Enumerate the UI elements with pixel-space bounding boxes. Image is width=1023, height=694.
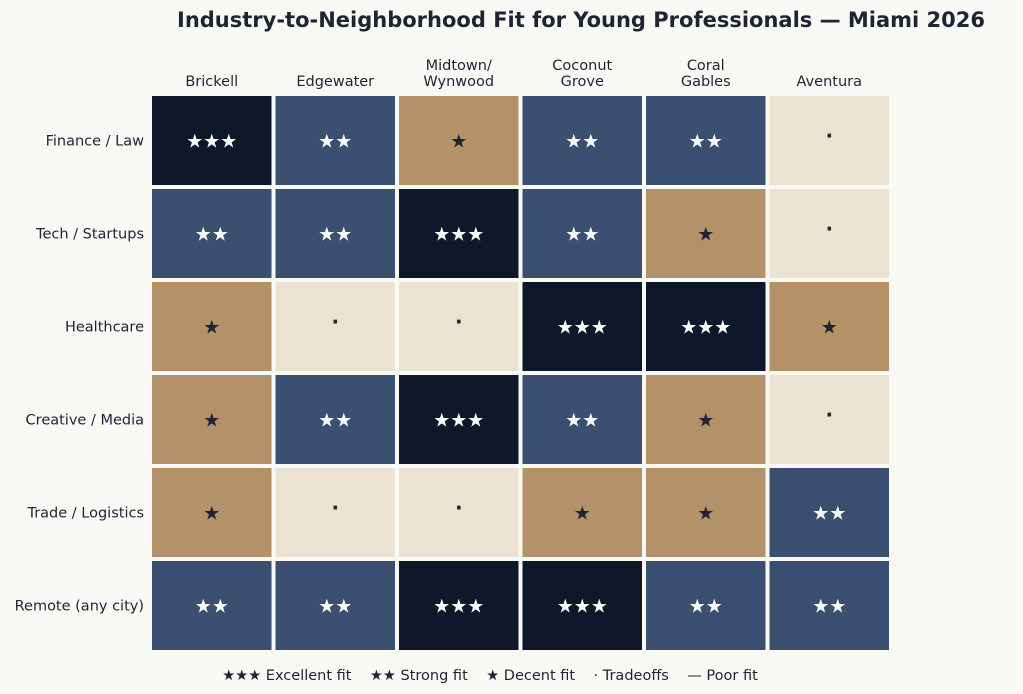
column-label: Edgewater	[296, 74, 374, 90]
heatmap-cell	[646, 561, 766, 650]
heatmap-cell	[646, 189, 766, 278]
heatmap-cell	[152, 375, 272, 464]
cell-symbol: ★★	[812, 596, 846, 618]
cell-symbol: ★★★	[433, 596, 484, 618]
heatmap-cell	[399, 468, 519, 557]
cell-symbol: ★★★	[433, 224, 484, 246]
cell-symbol: ★★	[812, 503, 846, 525]
heatmap-cell	[275, 468, 395, 557]
heatmap-cell	[152, 468, 272, 557]
cell-symbol: ★	[697, 410, 714, 432]
cell-symbol: ★★	[318, 131, 352, 153]
cell-symbol: ★★	[689, 596, 723, 618]
row-label: Healthcare	[65, 320, 144, 336]
heatmap-cell	[152, 561, 272, 650]
heatmap-cell	[769, 468, 889, 557]
column-label: Gables	[681, 74, 731, 90]
cell-symbol: ★★	[318, 410, 352, 432]
heatmap-cell	[152, 96, 272, 185]
heatmap-cell	[399, 96, 519, 185]
heatmap-cell	[522, 468, 642, 557]
legend-item: · Tradeoffs	[575, 668, 669, 684]
cell-symbol: ★★★	[557, 317, 608, 339]
cell-symbol: ★★★	[433, 410, 484, 432]
heatmap-cell	[769, 561, 889, 650]
heatmap-cell	[152, 189, 272, 278]
row-label: Tech / Startups	[35, 227, 144, 243]
cell-symbol: ·	[331, 310, 339, 334]
cell-symbol: ·	[455, 496, 463, 520]
cell-symbol: ·	[455, 310, 463, 334]
column-label: Midtown/	[426, 58, 492, 74]
column-labels: Brickell EdgewaterMidtown/WynwoodCoconutG…	[185, 58, 862, 90]
legend: ★★★ Excellent fit ★★ Strong fit ★ Decent…	[222, 668, 758, 684]
cell-symbol: ·	[825, 124, 833, 148]
column-label: Coral	[687, 58, 725, 74]
legend-items: ★★★ Excellent fit ★★ Strong fit ★ Decent…	[222, 668, 758, 684]
heatmap-cell	[399, 375, 519, 464]
row-label: Trade / Logistics	[26, 506, 144, 522]
column-label: Brickell	[185, 74, 238, 90]
heatmap-cell	[522, 375, 642, 464]
cell-symbol: ★★	[565, 131, 599, 153]
heatmap-cell	[522, 282, 642, 371]
cell-symbol: ★★	[565, 410, 599, 432]
heatmap-cell	[399, 189, 519, 278]
legend-item: — Poor fit	[669, 668, 758, 684]
column-label: Aventura	[797, 74, 862, 90]
row-labels: Finance / Law Tech / Startups Healthcare Cr…	[15, 134, 145, 615]
row-label: Finance / Law	[46, 134, 145, 150]
heatmap-cell	[275, 375, 395, 464]
cell-symbol: ★	[203, 317, 220, 339]
row-label: Creative / Media	[26, 413, 144, 429]
heatmap-cell	[275, 561, 395, 650]
cell-symbol: ★★	[318, 224, 352, 246]
column-label: Wynwood	[423, 74, 494, 90]
cell-symbol: ★★	[689, 131, 723, 153]
heatmap-cell	[522, 96, 642, 185]
cell-symbol: ★	[203, 503, 220, 525]
column-label: Coconut	[552, 58, 612, 74]
cell-symbol: ★	[697, 224, 714, 246]
heatmap-cell	[769, 189, 889, 278]
cell-symbol: ★★★	[680, 317, 731, 339]
cell-symbol: ★★	[195, 596, 229, 618]
cell-symbol: ·	[825, 217, 833, 241]
heatmap-cells: ★★★ ★★ ★ ★★ ★★ ·★★ ★★ ★★★ ★★ ★ ·★ · · ★★★ ★★★ ★★ ★★ ★★★ ★★…	[152, 96, 889, 650]
cell-symbol: ★★	[195, 224, 229, 246]
cell-symbol: ★★★	[186, 131, 237, 153]
heatmap-cell	[646, 282, 766, 371]
heatmap-cell	[399, 561, 519, 650]
heatmap-cell	[522, 189, 642, 278]
cell-symbol: ★★★	[557, 596, 608, 618]
legend-item: ★ Decent fit	[468, 668, 576, 684]
heatmap-cell	[646, 375, 766, 464]
chart-title: Industry-to-Neighborhood Fit for Young P…	[177, 8, 985, 32]
cell-symbol: ★	[450, 131, 467, 153]
heatmap-cell	[275, 282, 395, 371]
heatmap-cell	[275, 189, 395, 278]
cell-symbol: ★	[574, 503, 591, 525]
heatmap-cell	[769, 375, 889, 464]
cell-symbol: ★	[821, 317, 838, 339]
cell-symbol: ★	[697, 503, 714, 525]
legend-item: ★★★ Excellent fit	[222, 668, 352, 684]
heatmap-cell	[275, 96, 395, 185]
legend-item: ★★ Strong fit	[351, 668, 468, 684]
heatmap-cell	[522, 561, 642, 650]
column-label: Grove	[561, 74, 604, 90]
cell-symbol: ·	[825, 403, 833, 427]
row-label: Remote (any city)	[15, 599, 144, 615]
heatmap-cell	[769, 96, 889, 185]
heatmap-cell	[399, 282, 519, 371]
cell-symbol: ★	[203, 410, 220, 432]
cell-symbol: ★★	[318, 596, 352, 618]
heatmap-cell	[152, 282, 272, 371]
heatmap-cell	[646, 96, 766, 185]
heatmap-cell	[646, 468, 766, 557]
cell-symbol: ·	[331, 496, 339, 520]
heatmap-cell	[769, 282, 889, 371]
cell-symbol: ★★	[565, 224, 599, 246]
